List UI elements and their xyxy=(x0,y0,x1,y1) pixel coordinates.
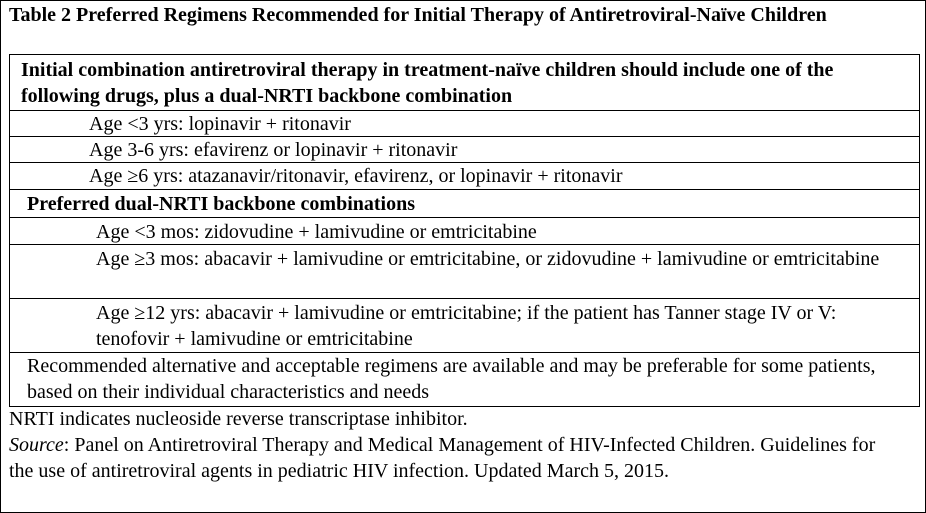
row: Age <3 mos: zidovudine + lamivudine or e… xyxy=(96,221,537,243)
source-label: Source xyxy=(9,434,64,456)
row-line xyxy=(9,244,919,245)
section-header: Preferred dual-NRTI backbone combination… xyxy=(27,193,416,215)
abbreviation-note: NRTI indicates nucleoside reverse transc… xyxy=(9,408,468,430)
row-line xyxy=(9,352,919,353)
row-line xyxy=(9,136,919,137)
table xyxy=(9,54,920,407)
row-line xyxy=(9,189,919,190)
table-header: Initial combination antiretroviral thera… xyxy=(21,59,834,107)
row: Age ≥6 yrs: atazanavir/ritonavir, efavir… xyxy=(89,165,623,187)
title: Table 2 Preferred Regimens Recommended f… xyxy=(9,4,827,26)
row-line xyxy=(9,110,919,111)
row: Age 3-6 yrs: efavirenz or lopinavir + ri… xyxy=(89,139,458,161)
row: Age ≥12 yrs: abacavir + lamivudine or em… xyxy=(96,302,837,350)
row-line xyxy=(9,298,919,299)
source-text: : Panel on Antiretroviral Therapy and Me… xyxy=(9,434,876,482)
table-footer: Recommended alternative and acceptable r… xyxy=(27,355,876,403)
row-line xyxy=(9,217,919,218)
row-line xyxy=(9,162,919,163)
source-note: Source: Panel on Antiretroviral Therapy … xyxy=(9,432,884,484)
row: Age <3 yrs: lopinavir + ritonavir xyxy=(89,113,351,135)
row: Age ≥3 mos: abacavir + lamivudine or emt… xyxy=(96,248,880,270)
